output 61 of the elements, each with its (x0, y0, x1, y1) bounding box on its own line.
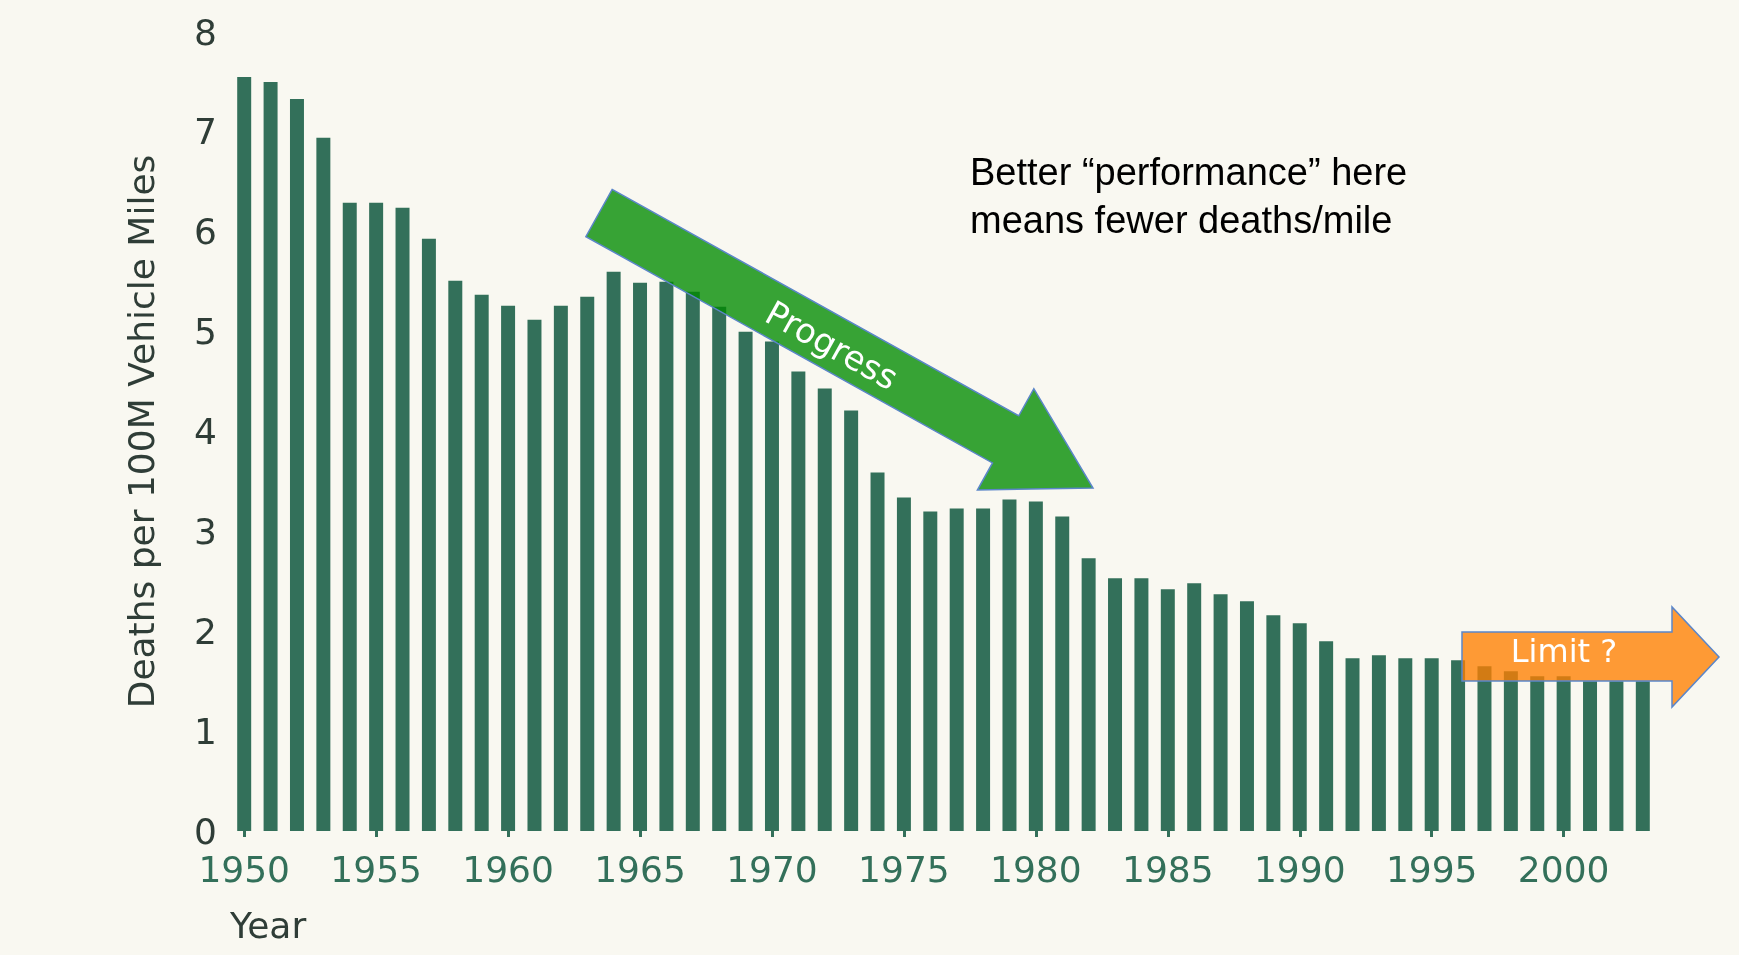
bar (1451, 660, 1466, 831)
x-tick-label: 1980 (990, 848, 1082, 890)
y-tick-label: 7 (194, 111, 217, 153)
y-tick-label: 8 (194, 11, 217, 53)
bar (1134, 578, 1149, 831)
y-tick-label: 5 (194, 311, 217, 353)
bar (289, 98, 304, 831)
bar (1239, 601, 1254, 831)
x-tick-label: 1990 (1253, 848, 1346, 890)
annotation: Limit ? (1510, 632, 1618, 670)
y-tick-label: 1 (194, 710, 217, 752)
bar (738, 331, 753, 831)
bar (659, 281, 674, 831)
bar (976, 508, 991, 831)
bar (395, 207, 410, 831)
y-tick-label: 2 (194, 610, 217, 652)
bar (316, 137, 331, 831)
bar (1583, 681, 1598, 831)
bar (553, 305, 568, 831)
bar (685, 291, 700, 831)
bar (949, 508, 964, 831)
bar (1213, 594, 1228, 831)
x-tick-label: 1970 (726, 848, 818, 890)
y-tick-label: 6 (194, 211, 217, 253)
bar (1055, 516, 1070, 831)
bar (263, 81, 278, 831)
bar (1371, 655, 1386, 831)
bar (870, 472, 885, 831)
x-tick-label: 2000 (1517, 848, 1610, 890)
annotation: Better “performance” here means fewer deaths/mile (970, 150, 1409, 243)
x-tick-label: 1965 (594, 848, 686, 890)
x-tick-label: 1995 (1385, 848, 1478, 890)
bar (527, 319, 542, 831)
bar (1108, 578, 1123, 831)
bar (1345, 658, 1360, 831)
bar (580, 296, 595, 831)
bar (1266, 615, 1281, 831)
bar (1635, 681, 1650, 831)
x-axis-title: Year (230, 905, 307, 946)
y-tick-label: 4 (194, 411, 217, 452)
x-tick-label: 1975 (858, 848, 950, 890)
bar (1609, 681, 1624, 831)
bar (817, 388, 832, 831)
bar (448, 280, 463, 831)
bar (342, 202, 357, 831)
bar (1002, 499, 1017, 831)
bar (1319, 641, 1334, 831)
bar (474, 294, 489, 831)
bar (923, 511, 938, 831)
bar (1081, 558, 1096, 831)
y-tick-label: 3 (194, 510, 217, 552)
bar (606, 271, 621, 831)
x-tick-label: 1955 (330, 848, 422, 890)
bar (1187, 583, 1202, 831)
y-axis-title: Deaths per 100M Vehicle Miles (120, 154, 162, 709)
bar (421, 238, 436, 831)
bar (712, 306, 727, 831)
x-tick-label: 1960 (462, 848, 554, 890)
bar (1398, 658, 1413, 831)
bar (844, 410, 859, 831)
x-tick-label: 1985 (1121, 848, 1214, 890)
